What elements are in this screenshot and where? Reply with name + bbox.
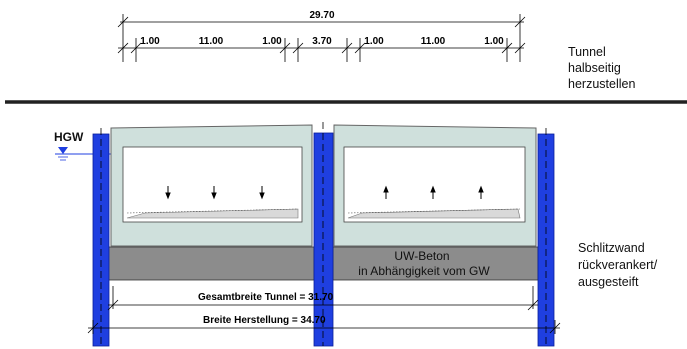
- hgw-label: HGW: [54, 130, 84, 144]
- tunnel-left-cell: [110, 124, 313, 247]
- gesamtbreite-label: Gesamtbreite Tunnel = 31.70: [198, 292, 334, 303]
- dim-seg-4: 3.70: [312, 36, 332, 47]
- dim-seg-3: 1.00: [262, 36, 282, 47]
- slurry-wall-center: [313, 132, 334, 347]
- dim-seg-7: 1.00: [484, 36, 504, 47]
- uw-beton-label: UW-Beton: [394, 249, 449, 263]
- uw-beton-slab-left: [107, 246, 315, 281]
- dimension-chain: [117, 14, 526, 62]
- note-tunnel-line-3: herzustellen: [568, 77, 635, 91]
- note-tunnel-line-2: halbseitig: [568, 61, 621, 75]
- breite-herstellung-label: Breite Herstellung = 34.70: [203, 315, 326, 326]
- note-wall-line-1: Schlitzwand: [578, 241, 645, 255]
- note-wall-line-2: rückverankert/: [578, 258, 658, 272]
- bottom-dimensions: [87, 286, 561, 334]
- note-wall-line-3: ausgesteift: [578, 275, 639, 289]
- load-arrows-up: [383, 185, 484, 199]
- axis-lines: [100, 122, 547, 346]
- note-tunnel-line-1: Tunnel: [568, 45, 606, 59]
- dim-seg-1: 1.00: [140, 36, 160, 47]
- dim-total: 29.70: [309, 10, 334, 21]
- uw-beton-sublabel: in Abhängigkeit vom GW: [358, 264, 490, 278]
- dim-seg-6: 11.00: [421, 36, 446, 47]
- dim-seg-2: 11.00: [199, 36, 224, 47]
- dim-seg-5: 1.00: [364, 36, 384, 47]
- load-arrows-down: [165, 186, 265, 200]
- tunnel-right-cell: [333, 124, 537, 247]
